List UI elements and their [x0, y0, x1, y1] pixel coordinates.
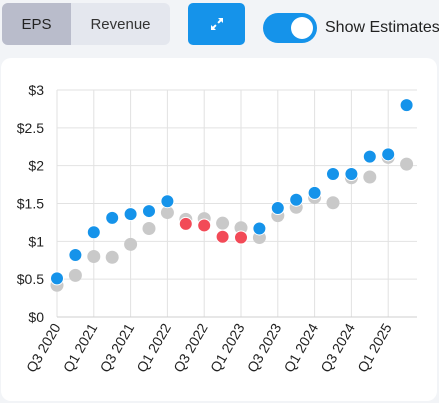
- actual-point: [381, 147, 396, 162]
- x-tick-label: Q3 2022: [170, 320, 211, 375]
- metric-toggle: EPS Revenue: [2, 3, 170, 45]
- expand-arrows-icon: [210, 18, 223, 30]
- x-tick-label: Q1 2021: [60, 320, 101, 375]
- estimate-point: [326, 196, 340, 210]
- x-tick-label: Q3 2020: [23, 320, 64, 375]
- estimate-point: [363, 170, 377, 184]
- estimate-point: [105, 250, 119, 264]
- estimates-label: Show Estimates: [325, 19, 439, 36]
- y-tick-label: $0: [28, 309, 44, 325]
- actual-point: [142, 204, 156, 219]
- switch-knob: [291, 17, 313, 39]
- actual-point: [326, 166, 340, 181]
- x-tick-label: Q1 2025: [354, 320, 395, 375]
- actual-point: [86, 225, 101, 240]
- estimates-toggle: Show Estimates: [263, 13, 439, 43]
- estimate-point: [400, 157, 414, 171]
- tab-eps[interactable]: EPS: [2, 3, 71, 45]
- x-tick-label: Q3 2023: [244, 320, 285, 375]
- x-tick-label: Q1 2023: [207, 320, 248, 375]
- actual-point: [344, 166, 359, 181]
- expand-button[interactable]: [188, 3, 245, 45]
- actual-point: [50, 271, 64, 286]
- actual-point: [270, 201, 285, 216]
- actual-point: [105, 210, 120, 225]
- estimates-switch[interactable]: [263, 13, 317, 43]
- estimate-point: [87, 249, 101, 263]
- x-tick-label: Q3 2024: [317, 320, 358, 375]
- y-tick-label: $0.5: [17, 271, 44, 287]
- estimate-point: [142, 221, 156, 235]
- actual-point: [234, 230, 248, 245]
- estimate-point: [160, 206, 174, 220]
- actual-point: [289, 192, 304, 207]
- x-tick-label: Q3 2021: [96, 320, 137, 375]
- y-tick-label: $1.5: [17, 196, 44, 212]
- y-tick-label: $2.5: [17, 120, 44, 136]
- y-tick-label: $1: [28, 233, 44, 249]
- x-tick-label: Q1 2024: [280, 320, 321, 375]
- actual-point: [123, 207, 138, 222]
- actual-point: [362, 149, 377, 164]
- estimate-point: [68, 268, 82, 282]
- actual-point: [178, 216, 193, 231]
- actual-point: [399, 98, 414, 113]
- chart-card: $0 $0.5 $1 $1.5 $2 $2.5 $3 Q3 2020 Q1 2021 Q3 202…: [1, 58, 437, 401]
- estimate-point: [124, 237, 138, 251]
- actual-point: [307, 185, 322, 200]
- actual-point: [68, 247, 83, 262]
- estimate-point: [216, 216, 230, 230]
- actual-point: [197, 218, 212, 233]
- estimate-point: [234, 221, 248, 235]
- actual-point: [215, 229, 230, 244]
- x-tick-label: Q1 2022: [133, 320, 174, 375]
- y-tick-label: $3: [28, 82, 44, 98]
- y-tick-label: $2: [28, 158, 44, 174]
- actual-point: [252, 221, 267, 236]
- actual-point: [160, 194, 175, 209]
- tab-revenue[interactable]: Revenue: [90, 15, 151, 33]
